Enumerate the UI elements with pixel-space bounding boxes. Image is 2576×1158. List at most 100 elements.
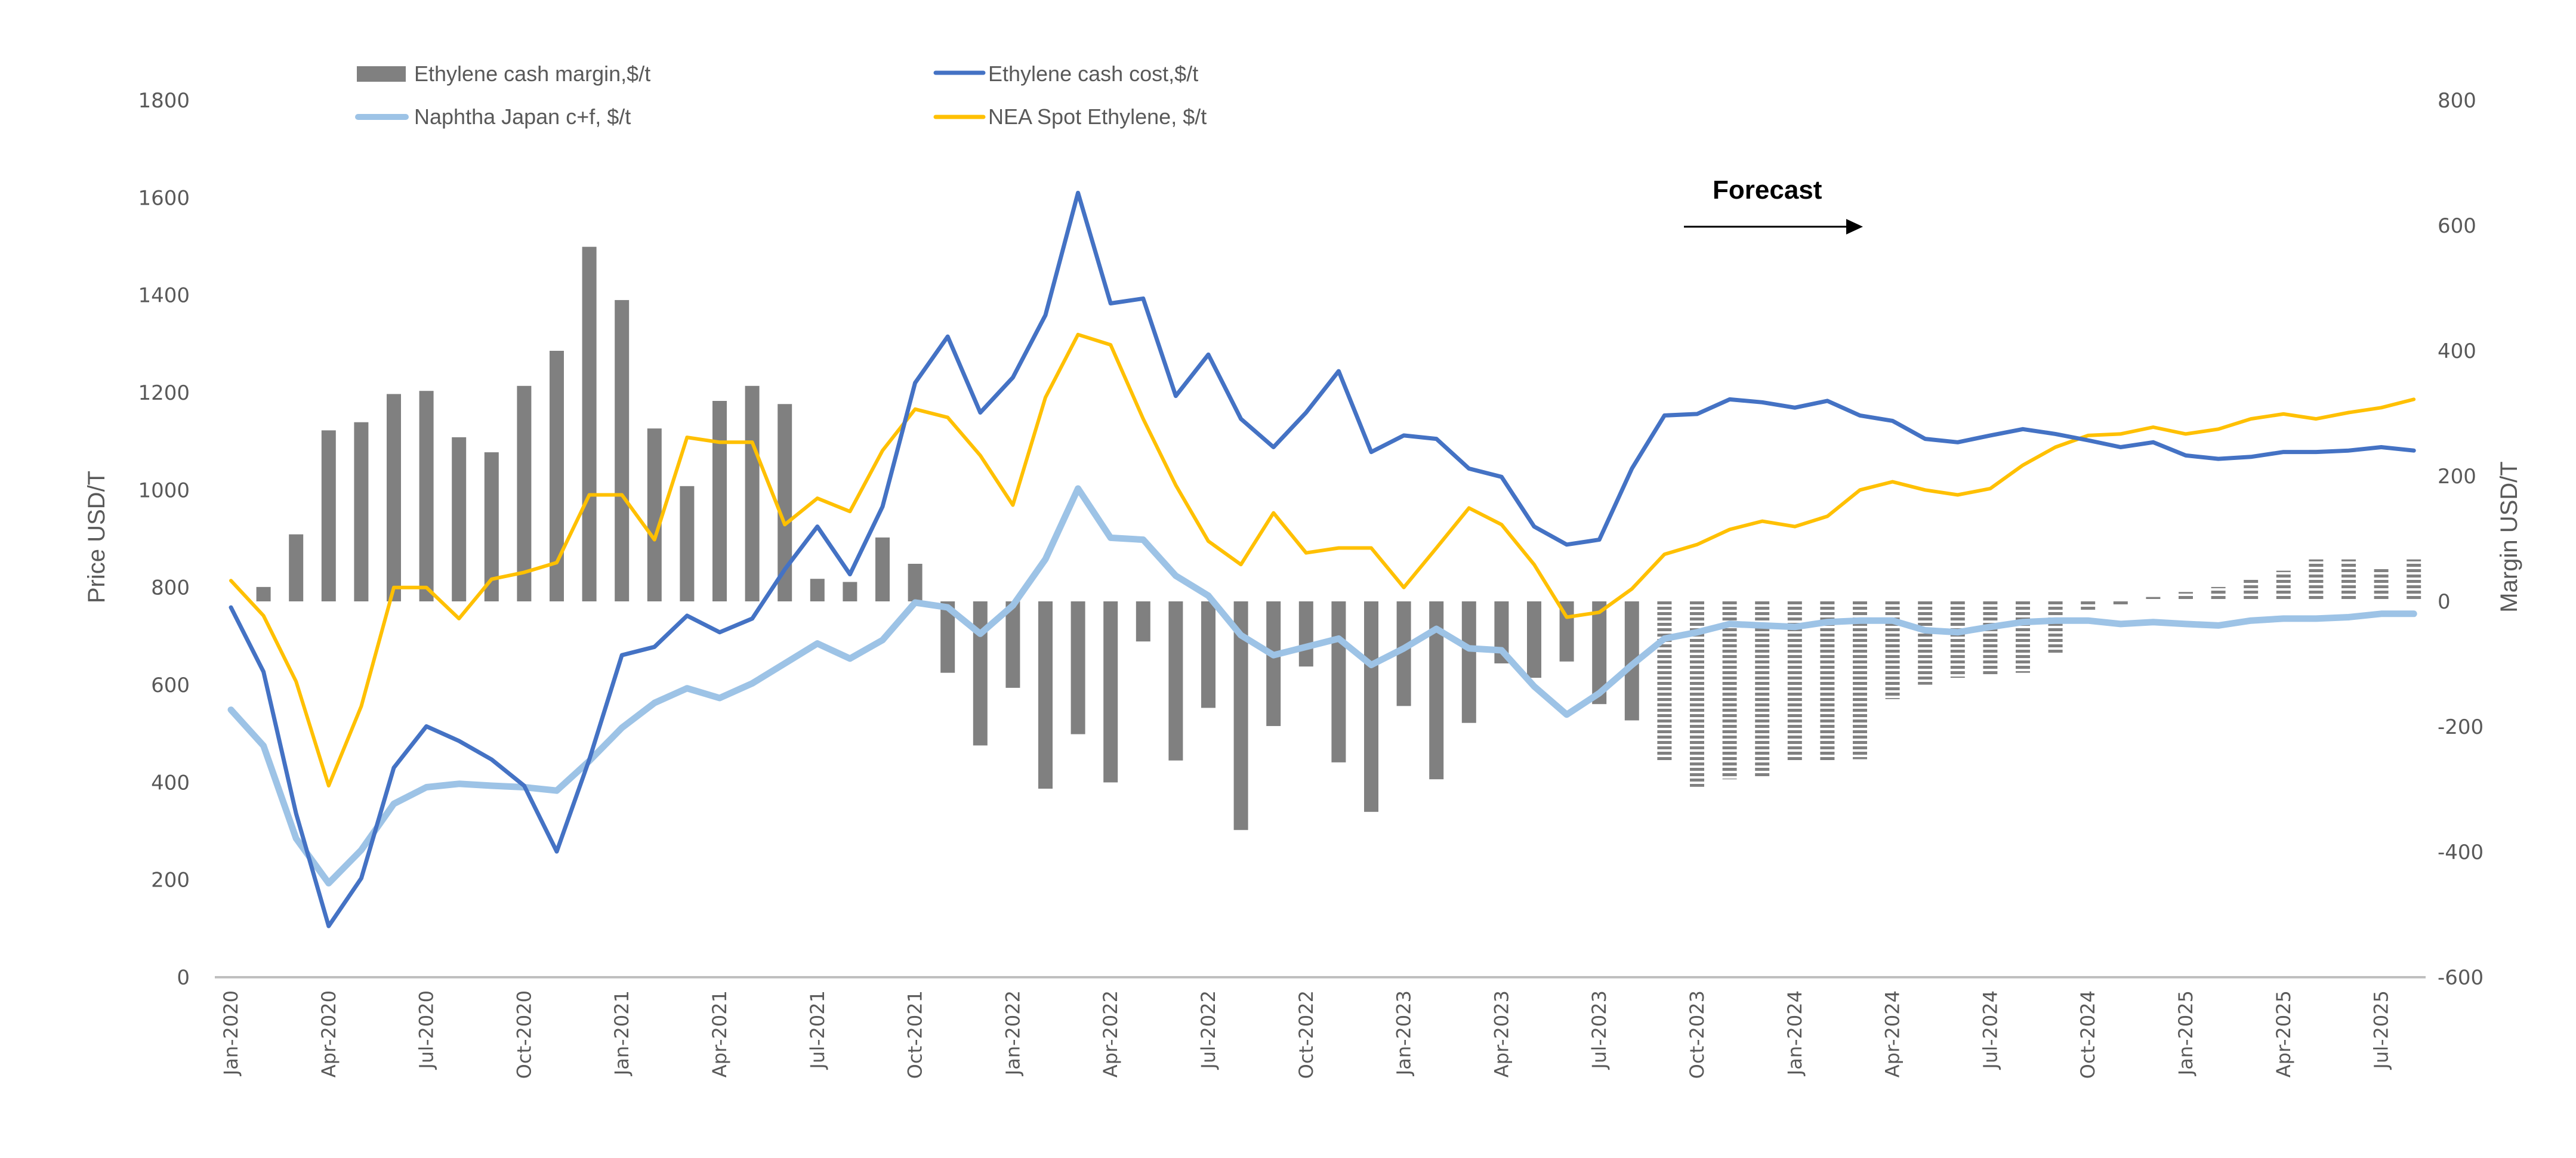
bar [1168,601,1183,761]
bar [615,299,630,601]
bar [843,582,857,601]
x-tick-label: Apr-2024 [1881,990,1904,1077]
x-tick-label: Apr-2020 [317,990,340,1077]
legend-label-cash-cost: Ethylene cash cost,$/t [988,61,1198,86]
bar-forecast [2081,601,2096,610]
x-tick-label: Oct-2023 [1686,990,1708,1079]
bar-forecast [1853,601,1867,759]
bar [419,391,434,601]
bars-cash-margin [256,246,2421,830]
y-axis-title-right: Margin USD/T [2496,461,2522,612]
bar [1461,601,1476,723]
x-tick-label: Jan-2020 [220,990,242,1076]
x-tick-label: Jan-2025 [2174,990,2197,1076]
x-tick-label: Apr-2021 [708,990,731,1077]
bar [1266,601,1281,726]
legend-label-nea-spot: NEA Spot Ethylene, $/t [988,104,1207,129]
bar [452,437,467,601]
bar [1070,601,1085,734]
bar [1005,601,1020,688]
legend-item-nea-spot: NEA Spot Ethylene, $/t [933,104,1207,129]
y-tick-label-left: 800 [151,576,190,600]
bar-forecast [2179,592,2193,601]
bar [1527,601,1541,678]
y-tick-label-right: -400 [2438,841,2484,864]
forecast-label: Forecast [1713,175,1822,205]
bar [1364,601,1378,812]
legend-item-cash-margin: Ethylene cash margin,$/t [357,61,650,86]
bar-forecast [1885,601,1900,699]
bar [1201,601,1215,708]
x-tick-label: Apr-2023 [1490,990,1513,1077]
legend-label-cash-margin: Ethylene cash margin,$/t [414,61,650,86]
x-tick-label: Jul-2020 [415,990,438,1070]
x-tick-label: Jan-2023 [1393,990,1415,1076]
x-tick-label: Oct-2020 [513,990,535,1079]
bar-forecast [2113,601,2128,606]
y-tick-label-left: 200 [151,869,190,893]
bar [321,430,336,601]
x-tick-label: Jan-2021 [610,990,633,1076]
y-tick-label-left: 400 [151,771,190,795]
y-tick-label-left: 1200 [138,381,190,405]
y-tick-label-right: 600 [2438,214,2476,238]
legend-item-naphtha: Naphtha Japan c+f, $/t [355,104,631,129]
bar-forecast [2016,601,2030,673]
bar-forecast [2276,570,2291,601]
bar [1136,601,1150,642]
legend-label-naphtha: Naphtha Japan c+f, $/t [414,104,631,129]
bar [1298,601,1313,667]
y-tick-label-left: 0 [177,966,190,990]
lines [227,190,2417,928]
bar [387,394,401,601]
bar [517,385,532,601]
y-tick-label-right: -200 [2438,715,2484,739]
bar-forecast [2146,597,2161,601]
bar [810,579,825,601]
bar [745,385,760,601]
bar-forecast [2309,559,2324,601]
legend-item-cash-cost: Ethylene cash cost,$/t [933,61,1198,86]
bar [1038,601,1053,789]
y-tick-label-left: 1800 [138,89,190,113]
bar-forecast [1950,601,1965,678]
bar [647,428,662,601]
legend-swatch-cash-margin [357,66,406,82]
x-tick-label: Jan-2022 [1001,990,1024,1076]
bar-forecast [2341,559,2356,601]
bar-forecast [1657,601,1672,762]
x-tick-label: Jul-2022 [1197,990,1220,1070]
x-tick-label: Jul-2024 [1979,990,2001,1070]
bar [680,486,695,601]
x-tick-label: Oct-2021 [904,990,927,1079]
bar [256,586,271,601]
line-nea-spot-ethylene-t [229,332,2416,788]
x-tick-label: Apr-2022 [1099,990,1122,1077]
bar-forecast [2048,601,2063,654]
y-tick-label-right: 200 [2438,465,2476,489]
y-tick-label-left: 1400 [138,284,190,308]
y-tick-label-right: 400 [2438,339,2476,363]
bar-forecast [1755,601,1770,778]
bar [1103,601,1118,783]
x-tick-label: Oct-2024 [2077,990,2099,1079]
forecast-arrow-head [1846,219,1863,234]
bar-forecast [1918,601,1933,685]
x-tick-label: Jul-2025 [2370,990,2393,1070]
y-axis-right: -600 -400 -200 0 200 400 600 800 [2438,89,2484,990]
y-axis-title-left: Price USD/T [84,471,110,603]
line-naphtha-japan-c-f-t [227,485,2417,887]
bar [973,601,988,746]
y-tick-label-left: 600 [151,674,190,697]
y-tick-label-left: 1600 [138,186,190,210]
bar [1331,601,1346,762]
x-tick-label: Jan-2024 [1784,990,1806,1076]
x-tick-label: Jul-2021 [806,990,829,1070]
y-tick-label-right: -600 [2438,966,2484,990]
bar-forecast [2244,578,2259,601]
bar-forecast [1722,601,1737,780]
bar [908,564,923,601]
bar-forecast [2374,569,2389,601]
x-tick-label: Oct-2022 [1295,990,1318,1079]
bar [289,534,304,601]
